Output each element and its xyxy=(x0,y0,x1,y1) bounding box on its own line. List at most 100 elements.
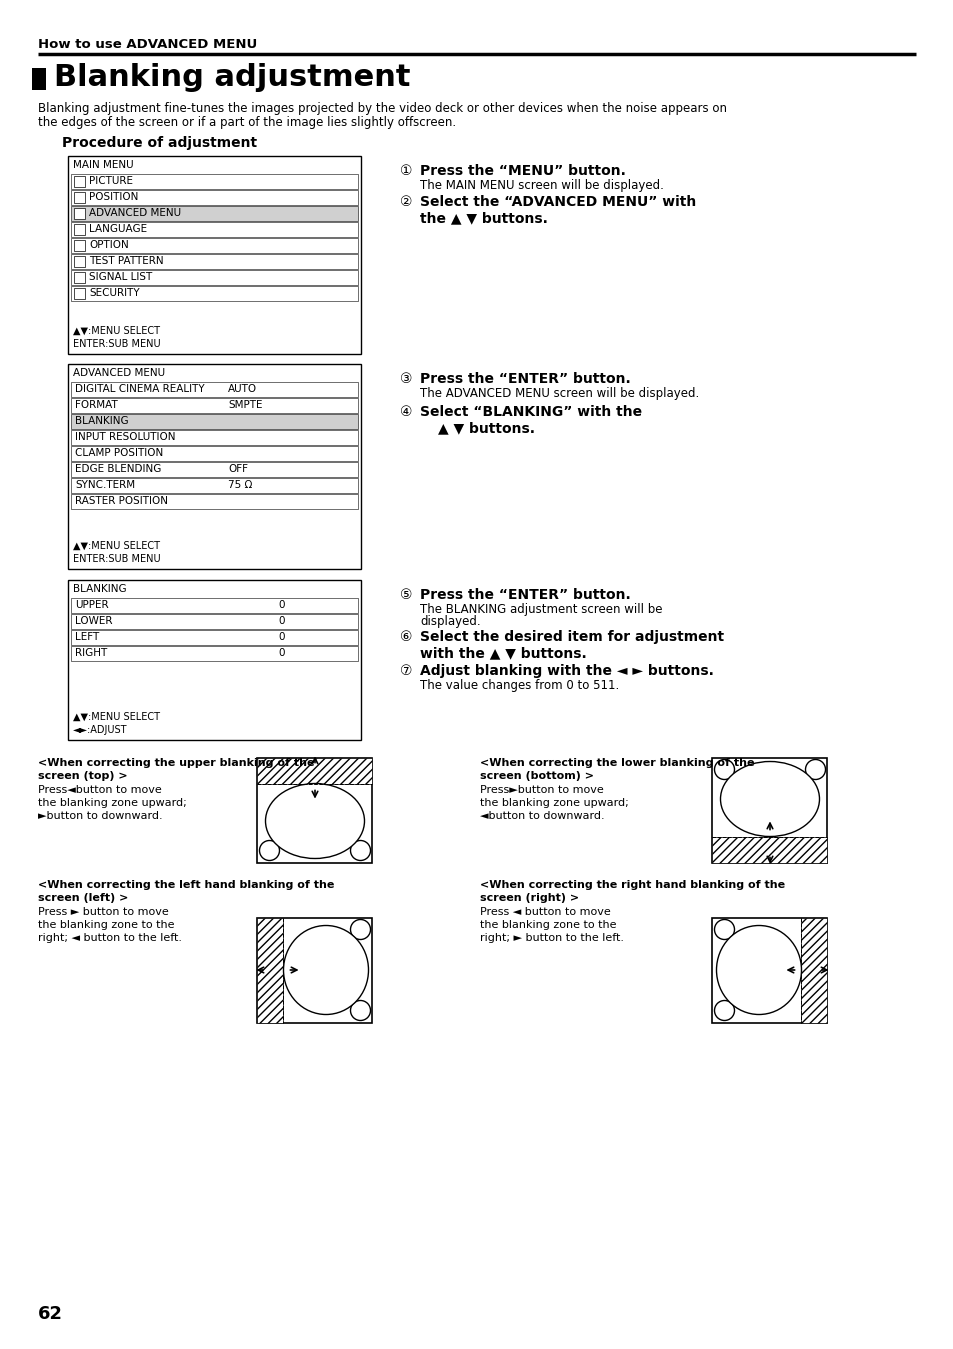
Text: UPPER: UPPER xyxy=(75,600,109,610)
Text: screen (top) >: screen (top) > xyxy=(38,772,128,781)
Bar xyxy=(74,272,85,283)
Bar xyxy=(74,175,85,188)
Text: Select the desired item for adjustment: Select the desired item for adjustment xyxy=(419,630,723,643)
Ellipse shape xyxy=(265,784,364,858)
Text: Press the “MENU” button.: Press the “MENU” button. xyxy=(419,165,625,178)
Text: Blanking adjustment fine-tunes the images projected by the video deck or other d: Blanking adjustment fine-tunes the image… xyxy=(38,103,726,115)
Ellipse shape xyxy=(283,925,368,1014)
Ellipse shape xyxy=(720,761,819,836)
Text: FORMAT: FORMAT xyxy=(75,401,117,410)
Text: Adjust blanking with the ◄ ► buttons.: Adjust blanking with the ◄ ► buttons. xyxy=(419,664,713,679)
Circle shape xyxy=(714,759,734,780)
Text: <When correcting the upper blanking of the: <When correcting the upper blanking of t… xyxy=(38,758,314,768)
Bar xyxy=(712,836,826,862)
Text: ▲▼:MENU SELECT: ▲▼:MENU SELECT xyxy=(73,326,160,336)
Text: <When correcting the lower blanking of the: <When correcting the lower blanking of t… xyxy=(479,758,754,768)
Text: Procedure of adjustment: Procedure of adjustment xyxy=(62,136,257,150)
Text: SIGNAL LIST: SIGNAL LIST xyxy=(89,272,152,282)
Text: CLAMP POSITION: CLAMP POSITION xyxy=(75,448,163,459)
Text: the blanking zone upward;: the blanking zone upward; xyxy=(479,799,628,808)
Bar xyxy=(71,430,357,445)
Bar xyxy=(712,917,826,1023)
Text: SYNC.TERM: SYNC.TERM xyxy=(75,480,135,490)
Text: DIGITAL CINEMA REALITY: DIGITAL CINEMA REALITY xyxy=(75,384,204,394)
Text: PICTURE: PICTURE xyxy=(89,175,132,186)
Circle shape xyxy=(714,920,734,939)
Text: Select “BLANKING” with the: Select “BLANKING” with the xyxy=(419,405,641,420)
Text: SECURITY: SECURITY xyxy=(89,287,139,298)
Bar xyxy=(71,398,357,413)
Circle shape xyxy=(714,1001,734,1020)
Bar xyxy=(74,256,85,267)
Text: Press the “ENTER” button.: Press the “ENTER” button. xyxy=(419,372,630,386)
Text: screen (right) >: screen (right) > xyxy=(479,893,578,902)
Text: screen (left) >: screen (left) > xyxy=(38,893,129,902)
Bar xyxy=(71,414,357,429)
Text: TEST PATTERN: TEST PATTERN xyxy=(89,256,164,266)
Text: EDGE BLENDING: EDGE BLENDING xyxy=(75,464,161,473)
Text: ◄►:ADJUST: ◄►:ADJUST xyxy=(73,724,128,735)
Text: ENTER:SUB MENU: ENTER:SUB MENU xyxy=(73,339,160,349)
Text: Blanking adjustment: Blanking adjustment xyxy=(54,63,410,92)
Bar xyxy=(74,208,85,219)
Bar xyxy=(71,190,357,205)
Text: How to use ADVANCED MENU: How to use ADVANCED MENU xyxy=(38,38,257,51)
Bar xyxy=(71,447,357,461)
Bar xyxy=(74,192,85,202)
Bar xyxy=(71,237,357,254)
Text: <When correcting the right hand blanking of the: <When correcting the right hand blanking… xyxy=(479,880,784,890)
Bar xyxy=(801,917,826,1023)
Text: ADVANCED MENU: ADVANCED MENU xyxy=(89,208,181,219)
Bar xyxy=(257,917,283,1023)
Text: Press ◄ button to move: Press ◄ button to move xyxy=(479,907,610,917)
Text: LOWER: LOWER xyxy=(75,616,112,626)
Text: 0: 0 xyxy=(277,631,284,642)
Bar xyxy=(712,758,826,862)
Bar xyxy=(71,206,357,221)
Text: Press◄button to move: Press◄button to move xyxy=(38,785,162,795)
Text: 0: 0 xyxy=(277,616,284,626)
Text: SMPTE: SMPTE xyxy=(228,401,262,410)
Bar xyxy=(257,758,372,862)
Bar xyxy=(71,598,357,612)
Text: ④: ④ xyxy=(399,405,412,420)
Text: LANGUAGE: LANGUAGE xyxy=(89,224,147,233)
Text: Press the “ENTER” button.: Press the “ENTER” button. xyxy=(419,588,630,602)
Bar xyxy=(71,270,357,285)
Bar xyxy=(71,630,357,645)
Bar xyxy=(74,287,85,299)
Text: ③: ③ xyxy=(399,372,412,386)
Text: ⑤: ⑤ xyxy=(399,588,412,602)
Text: the blanking zone to the: the blanking zone to the xyxy=(479,920,616,929)
Bar xyxy=(257,758,372,784)
Bar xyxy=(71,646,357,661)
Text: RASTER POSITION: RASTER POSITION xyxy=(75,496,168,506)
Ellipse shape xyxy=(716,925,801,1014)
Text: 0: 0 xyxy=(277,600,284,610)
Text: the blanking zone upward;: the blanking zone upward; xyxy=(38,799,187,808)
Text: ◄button to downward.: ◄button to downward. xyxy=(479,811,604,822)
Text: <When correcting the left hand blanking of the: <When correcting the left hand blanking … xyxy=(38,880,334,890)
Bar xyxy=(32,67,46,90)
Text: Select the “ADVANCED MENU” with: Select the “ADVANCED MENU” with xyxy=(419,196,696,209)
Text: ►button to downward.: ►button to downward. xyxy=(38,811,162,822)
Text: the edges of the screen or if a part of the image lies slightly offscreen.: the edges of the screen or if a part of … xyxy=(38,116,456,130)
Text: right; ◄ button to the left.: right; ◄ button to the left. xyxy=(38,934,182,943)
Text: ADVANCED MENU: ADVANCED MENU xyxy=(73,368,165,378)
Circle shape xyxy=(350,1001,370,1020)
Text: ENTER:SUB MENU: ENTER:SUB MENU xyxy=(73,554,160,564)
Text: ①: ① xyxy=(399,165,412,178)
Text: Press►button to move: Press►button to move xyxy=(479,785,603,795)
Text: Press ► button to move: Press ► button to move xyxy=(38,907,169,917)
Bar xyxy=(71,254,357,268)
Text: AUTO: AUTO xyxy=(228,384,257,394)
Text: 62: 62 xyxy=(38,1304,63,1323)
Bar xyxy=(71,494,357,509)
Text: the blanking zone to the: the blanking zone to the xyxy=(38,920,174,929)
Text: displayed.: displayed. xyxy=(419,615,480,629)
Text: 75 Ω: 75 Ω xyxy=(228,480,253,490)
Text: The ADVANCED MENU screen will be displayed.: The ADVANCED MENU screen will be display… xyxy=(419,387,699,401)
Bar xyxy=(71,461,357,478)
Text: 0: 0 xyxy=(277,648,284,658)
Text: LEFT: LEFT xyxy=(75,631,99,642)
